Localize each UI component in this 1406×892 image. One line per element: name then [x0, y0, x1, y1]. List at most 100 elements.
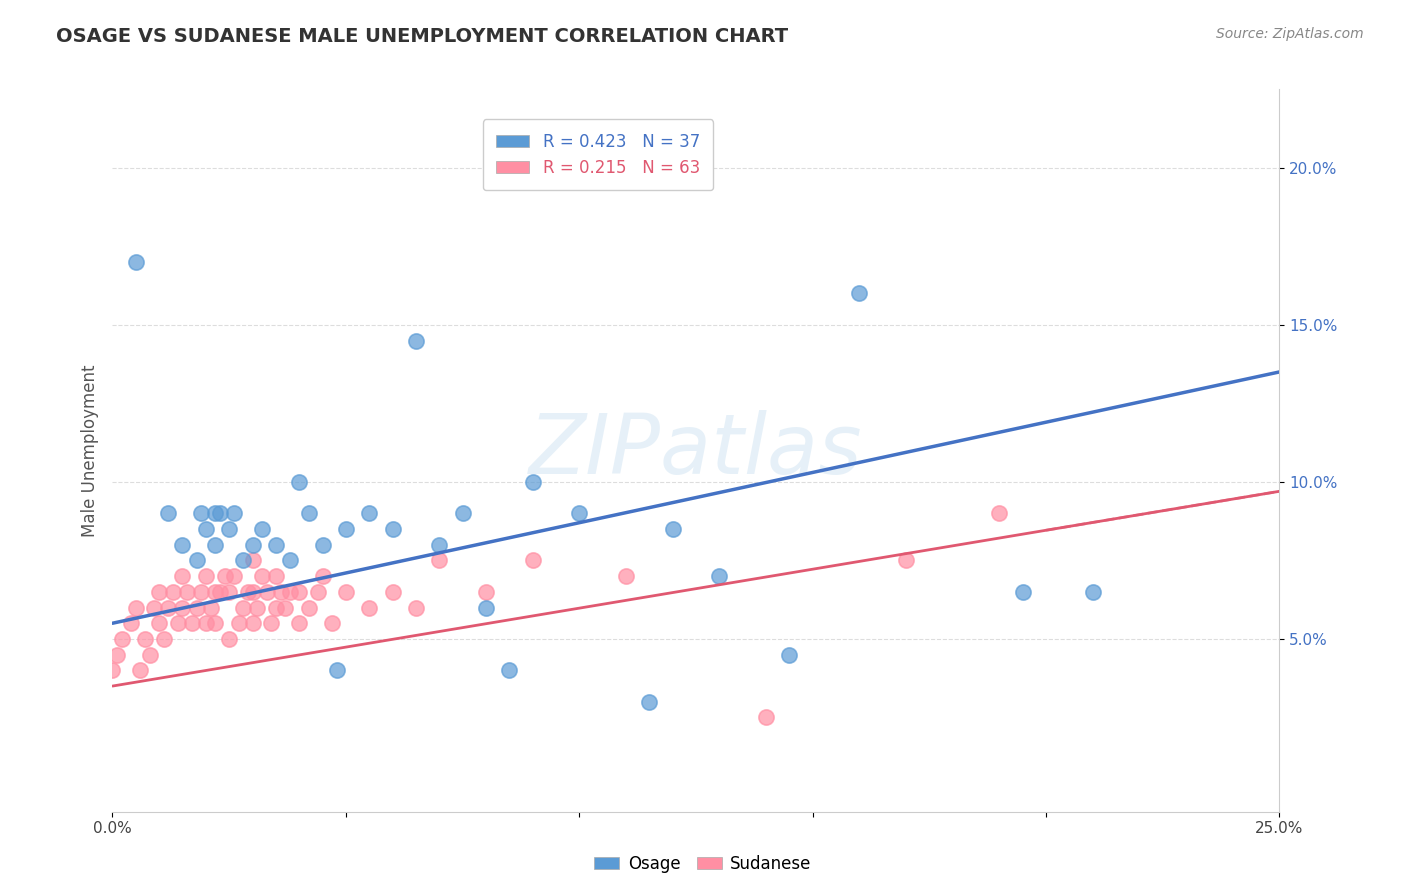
Point	[381, 522, 404, 536]
Point	[208, 506, 231, 520]
Point	[260, 616, 283, 631]
Point	[242, 538, 264, 552]
Point	[148, 584, 170, 599]
Point	[451, 506, 474, 520]
Point	[125, 600, 148, 615]
Point	[200, 600, 222, 615]
Point	[1011, 584, 1033, 599]
Legend: R = 0.423   N = 37, R = 0.215   N = 63: R = 0.423 N = 37, R = 0.215 N = 63	[482, 120, 713, 190]
Point	[321, 616, 343, 631]
Point	[297, 600, 319, 615]
Point	[709, 569, 731, 583]
Point	[264, 538, 287, 552]
Point	[661, 522, 683, 536]
Point	[143, 600, 166, 615]
Point	[180, 616, 202, 631]
Point	[218, 584, 240, 599]
Point	[129, 664, 152, 678]
Point	[204, 584, 226, 599]
Point	[186, 600, 208, 615]
Point	[288, 475, 311, 489]
Point	[270, 584, 292, 599]
Point	[232, 553, 254, 567]
Point	[111, 632, 134, 646]
Point	[218, 522, 240, 536]
Point	[157, 600, 180, 615]
Point	[172, 538, 194, 552]
Point	[755, 710, 778, 724]
Point	[246, 600, 269, 615]
Point	[427, 553, 450, 567]
Point	[242, 616, 264, 631]
Point	[176, 584, 198, 599]
Point	[288, 584, 311, 599]
Point	[125, 255, 148, 269]
Point	[894, 553, 917, 567]
Point	[264, 600, 287, 615]
Point	[1081, 584, 1104, 599]
Point	[222, 569, 245, 583]
Point	[186, 553, 208, 567]
Point	[288, 616, 311, 631]
Point	[228, 616, 250, 631]
Point	[278, 584, 301, 599]
Point	[242, 553, 264, 567]
Point	[498, 664, 520, 678]
Point	[568, 506, 591, 520]
Point	[250, 569, 273, 583]
Point	[148, 616, 170, 631]
Point	[194, 522, 217, 536]
Point	[250, 522, 273, 536]
Point	[134, 632, 156, 646]
Point	[232, 600, 254, 615]
Point	[848, 286, 870, 301]
Point	[988, 506, 1011, 520]
Point	[307, 584, 329, 599]
Point	[204, 506, 226, 520]
Point	[475, 584, 498, 599]
Point	[335, 522, 357, 536]
Point	[153, 632, 176, 646]
Text: OSAGE VS SUDANESE MALE UNEMPLOYMENT CORRELATION CHART: OSAGE VS SUDANESE MALE UNEMPLOYMENT CORR…	[56, 27, 789, 45]
Point	[278, 553, 301, 567]
Point	[236, 584, 259, 599]
Point	[311, 569, 333, 583]
Point	[120, 616, 142, 631]
Y-axis label: Male Unemployment: Male Unemployment	[80, 364, 98, 537]
Point	[157, 506, 180, 520]
Point	[335, 584, 357, 599]
Point	[522, 553, 544, 567]
Point	[522, 475, 544, 489]
Point	[214, 569, 236, 583]
Point	[139, 648, 162, 662]
Point	[614, 569, 637, 583]
Point	[274, 600, 297, 615]
Point	[105, 648, 128, 662]
Text: ZIPatlas: ZIPatlas	[529, 410, 863, 491]
Point	[218, 632, 240, 646]
Point	[204, 616, 226, 631]
Point	[190, 584, 212, 599]
Point	[359, 600, 381, 615]
Point	[405, 600, 427, 615]
Point	[311, 538, 333, 552]
Point	[475, 600, 498, 615]
Point	[242, 584, 264, 599]
Point	[101, 664, 124, 678]
Point	[381, 584, 404, 599]
Point	[222, 506, 245, 520]
Point	[264, 569, 287, 583]
Point	[190, 506, 212, 520]
Point	[172, 569, 194, 583]
Legend: Osage, Sudanese: Osage, Sudanese	[588, 848, 818, 880]
Point	[359, 506, 381, 520]
Point	[638, 695, 661, 709]
Point	[325, 664, 347, 678]
Point	[166, 616, 188, 631]
Point	[427, 538, 450, 552]
Point	[778, 648, 800, 662]
Point	[162, 584, 184, 599]
Point	[297, 506, 319, 520]
Point	[194, 569, 217, 583]
Point	[208, 584, 231, 599]
